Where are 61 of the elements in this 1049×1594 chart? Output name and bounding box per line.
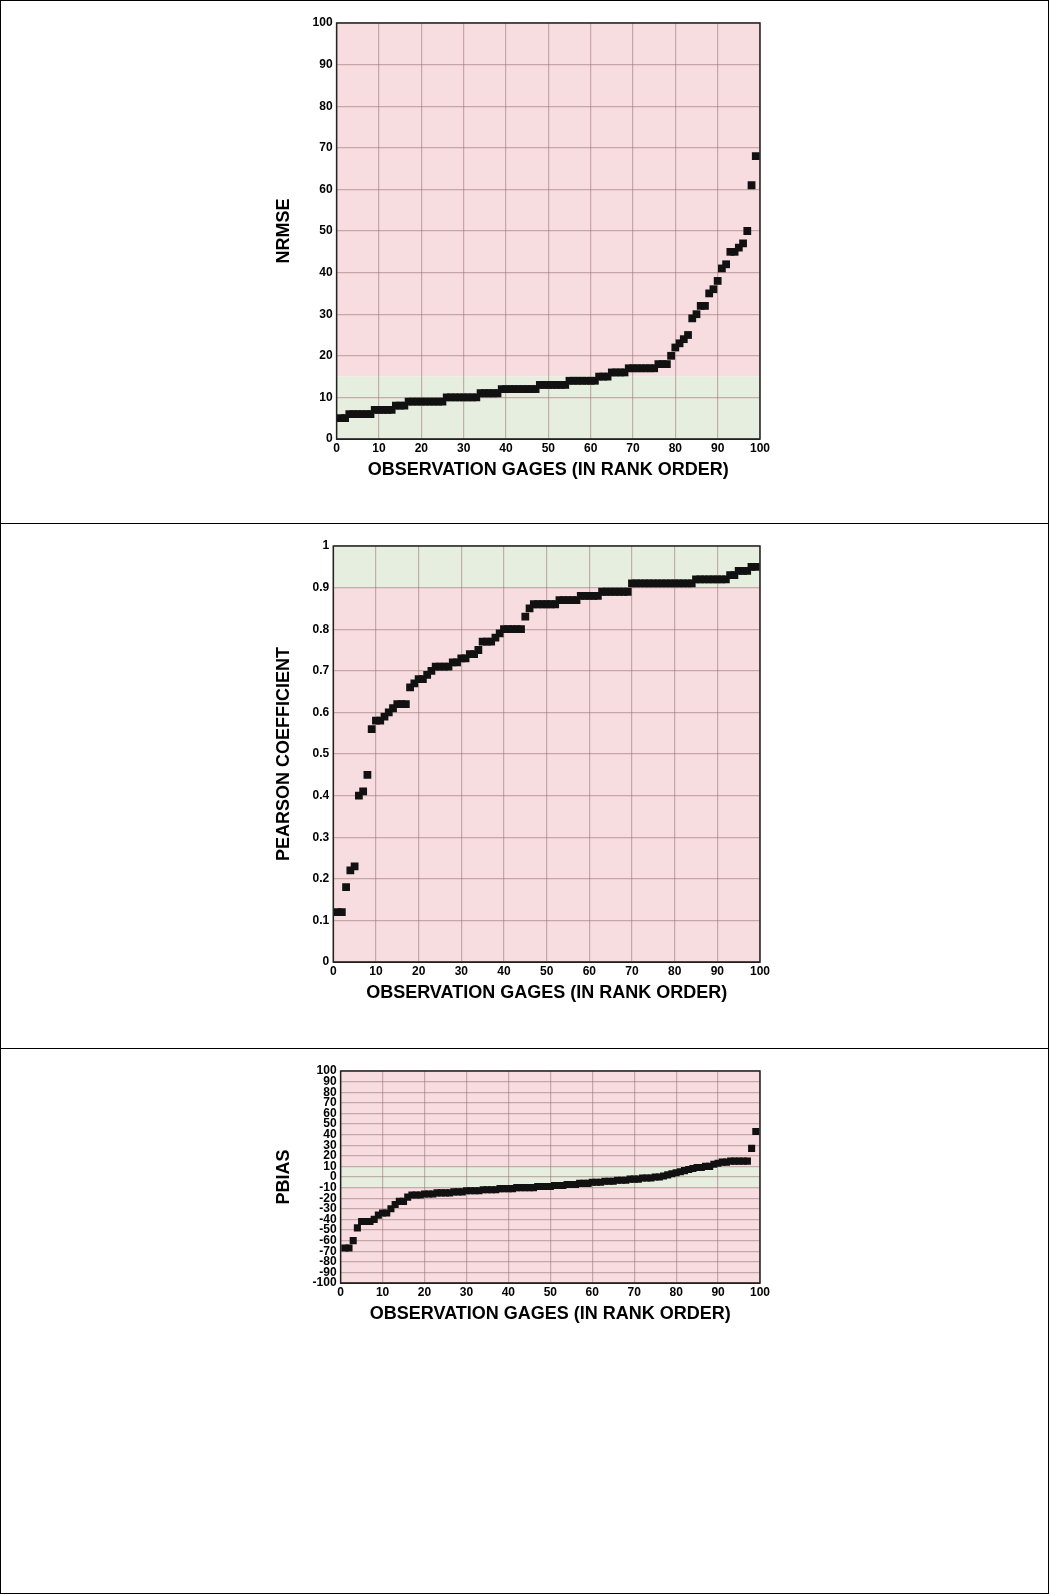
y-tick-label: 20 bbox=[319, 348, 333, 363]
y-tick-label: -10 bbox=[319, 1179, 337, 1194]
x-tick-label: 40 bbox=[501, 1284, 516, 1299]
x-tick-label: 50 bbox=[543, 1284, 558, 1299]
x-tick-label: 70 bbox=[625, 963, 639, 978]
y-tick-label: 0.2 bbox=[312, 871, 330, 886]
y-tick-label: 0.7 bbox=[312, 663, 330, 678]
y-axis-title: PBIAS bbox=[272, 1149, 293, 1205]
y-tick-label: 0.5 bbox=[312, 746, 330, 761]
x-tick-label: 80 bbox=[667, 963, 682, 978]
x-axis-title: OBSERVATION GAGES (IN RANK ORDER) bbox=[366, 982, 728, 1003]
y-tick-label: 40 bbox=[319, 264, 333, 279]
x-tick-label: 10 bbox=[375, 1284, 390, 1299]
y-tick-label: 0.6 bbox=[312, 704, 330, 719]
x-tick-label: 40 bbox=[499, 440, 513, 455]
y-tick-label: 60 bbox=[319, 181, 333, 196]
y-tick-label: 90 bbox=[319, 56, 333, 71]
x-tick-label: 20 bbox=[414, 440, 429, 455]
y-tick-label: 10 bbox=[319, 389, 333, 404]
x-tick-label: 70 bbox=[627, 1284, 642, 1299]
y-tick-label: 0.9 bbox=[312, 579, 330, 594]
y-tick-label: 0.1 bbox=[312, 912, 330, 927]
y-tick-label: 70 bbox=[319, 140, 333, 155]
y-axis-title: PEARSON COEFFICIENT bbox=[272, 646, 293, 862]
x-tick-label: 30 bbox=[459, 1284, 474, 1299]
x-tick-label: 90 bbox=[710, 440, 725, 455]
x-tick-label: 50 bbox=[541, 440, 556, 455]
x-tick-label: 70 bbox=[626, 440, 640, 455]
x-axis-title: OBSERVATION GAGES (IN RANK ORDER) bbox=[369, 1303, 731, 1324]
x-tick-label: 80 bbox=[668, 440, 683, 455]
y-tick-label: 0.3 bbox=[312, 829, 330, 844]
x-tick-label: 90 bbox=[710, 963, 725, 978]
x-tick-label: 90 bbox=[711, 1284, 726, 1299]
y-tick-label: 0.8 bbox=[312, 621, 330, 636]
y-tick-label: 30 bbox=[319, 306, 333, 321]
x-tick-label: 60 bbox=[583, 440, 598, 455]
x-tick-label: 10 bbox=[369, 963, 383, 978]
x-tick-label: 20 bbox=[411, 963, 426, 978]
y-tick-label: 100 bbox=[312, 15, 333, 30]
y-tick-label: 1 bbox=[322, 538, 330, 553]
x-tick-label: 100 bbox=[749, 440, 771, 455]
y-axis-title: NRMSE bbox=[272, 198, 293, 264]
x-tick-label: 60 bbox=[585, 1284, 600, 1299]
y-tick-label: 0.4 bbox=[312, 787, 330, 802]
y-tick-label: 40 bbox=[323, 1126, 337, 1141]
x-tick-label: 60 bbox=[582, 963, 597, 978]
y-tick-label: -60 bbox=[319, 1232, 337, 1247]
x-tick-label: 80 bbox=[669, 1284, 684, 1299]
y-tick-label: 90 bbox=[323, 1073, 337, 1088]
x-axis-title: OBSERVATION GAGES (IN RANK ORDER) bbox=[367, 459, 729, 480]
y-tick-label: -100 bbox=[312, 1275, 337, 1290]
x-tick-label: 100 bbox=[749, 1284, 771, 1299]
x-tick-label: 10 bbox=[372, 440, 386, 455]
x-tick-label: 100 bbox=[749, 963, 771, 978]
x-tick-label: 30 bbox=[456, 440, 471, 455]
x-tick-label: 20 bbox=[417, 1284, 432, 1299]
x-tick-label: 30 bbox=[454, 963, 469, 978]
y-tick-label: 50 bbox=[319, 223, 333, 238]
x-tick-label: 50 bbox=[539, 963, 554, 978]
y-tick-label: 80 bbox=[319, 98, 333, 113]
x-tick-label: 40 bbox=[497, 963, 511, 978]
